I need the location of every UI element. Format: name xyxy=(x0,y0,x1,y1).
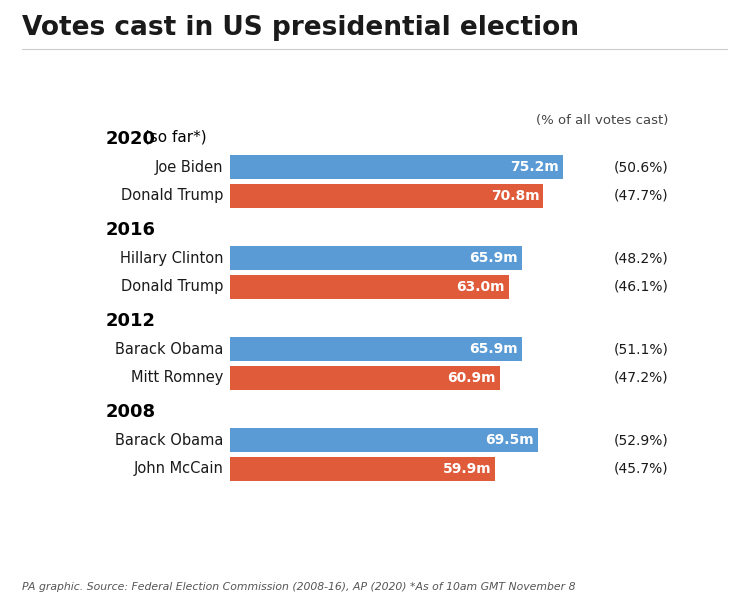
Text: 75.2m: 75.2m xyxy=(510,160,559,174)
Text: (52.9%): (52.9%) xyxy=(613,433,668,447)
Text: PA graphic. Source: Federal Election Commission (2008-16), AP (2020) *As of 10am: PA graphic. Source: Federal Election Com… xyxy=(22,582,576,592)
Text: Donald Trump: Donald Trump xyxy=(121,280,223,295)
Text: 65.9m: 65.9m xyxy=(469,342,518,356)
Text: Barack Obama: Barack Obama xyxy=(115,341,223,356)
Text: 63.0m: 63.0m xyxy=(456,280,505,294)
Bar xyxy=(230,457,495,481)
Text: (47.7%): (47.7%) xyxy=(613,189,668,203)
Text: Joe Biden: Joe Biden xyxy=(154,160,223,175)
Text: (45.7%): (45.7%) xyxy=(613,462,668,476)
Text: 60.9m: 60.9m xyxy=(447,371,496,385)
Bar xyxy=(230,428,538,452)
Text: 70.8m: 70.8m xyxy=(491,189,539,203)
Text: (46.1%): (46.1%) xyxy=(613,280,668,294)
Text: 2008: 2008 xyxy=(105,403,155,421)
Bar xyxy=(230,337,522,361)
Text: Donald Trump: Donald Trump xyxy=(121,188,223,203)
Text: 2020: 2020 xyxy=(105,130,155,148)
Text: (47.2%): (47.2%) xyxy=(613,371,668,385)
Text: Barack Obama: Barack Obama xyxy=(115,433,223,448)
Text: 59.9m: 59.9m xyxy=(443,462,491,476)
Text: 2012: 2012 xyxy=(105,312,155,330)
Text: (51.1%): (51.1%) xyxy=(613,342,668,356)
Bar xyxy=(230,155,563,179)
Text: Hillary Clinton: Hillary Clinton xyxy=(120,251,223,266)
Bar xyxy=(230,366,500,390)
Text: Votes cast in US presidential election: Votes cast in US presidential election xyxy=(22,15,580,41)
Text: 65.9m: 65.9m xyxy=(469,251,518,265)
Text: (48.2%): (48.2%) xyxy=(613,251,668,265)
Bar xyxy=(230,246,522,270)
Text: 2016: 2016 xyxy=(105,221,155,239)
Text: John McCain: John McCain xyxy=(133,461,223,476)
Text: (so far*): (so far*) xyxy=(139,130,207,145)
Bar xyxy=(230,184,544,208)
Text: (% of all votes cast): (% of all votes cast) xyxy=(536,115,668,127)
Text: Mitt Romney: Mitt Romney xyxy=(130,370,223,385)
Text: 69.5m: 69.5m xyxy=(485,433,533,447)
Text: (50.6%): (50.6%) xyxy=(613,160,668,174)
Bar xyxy=(230,275,509,299)
